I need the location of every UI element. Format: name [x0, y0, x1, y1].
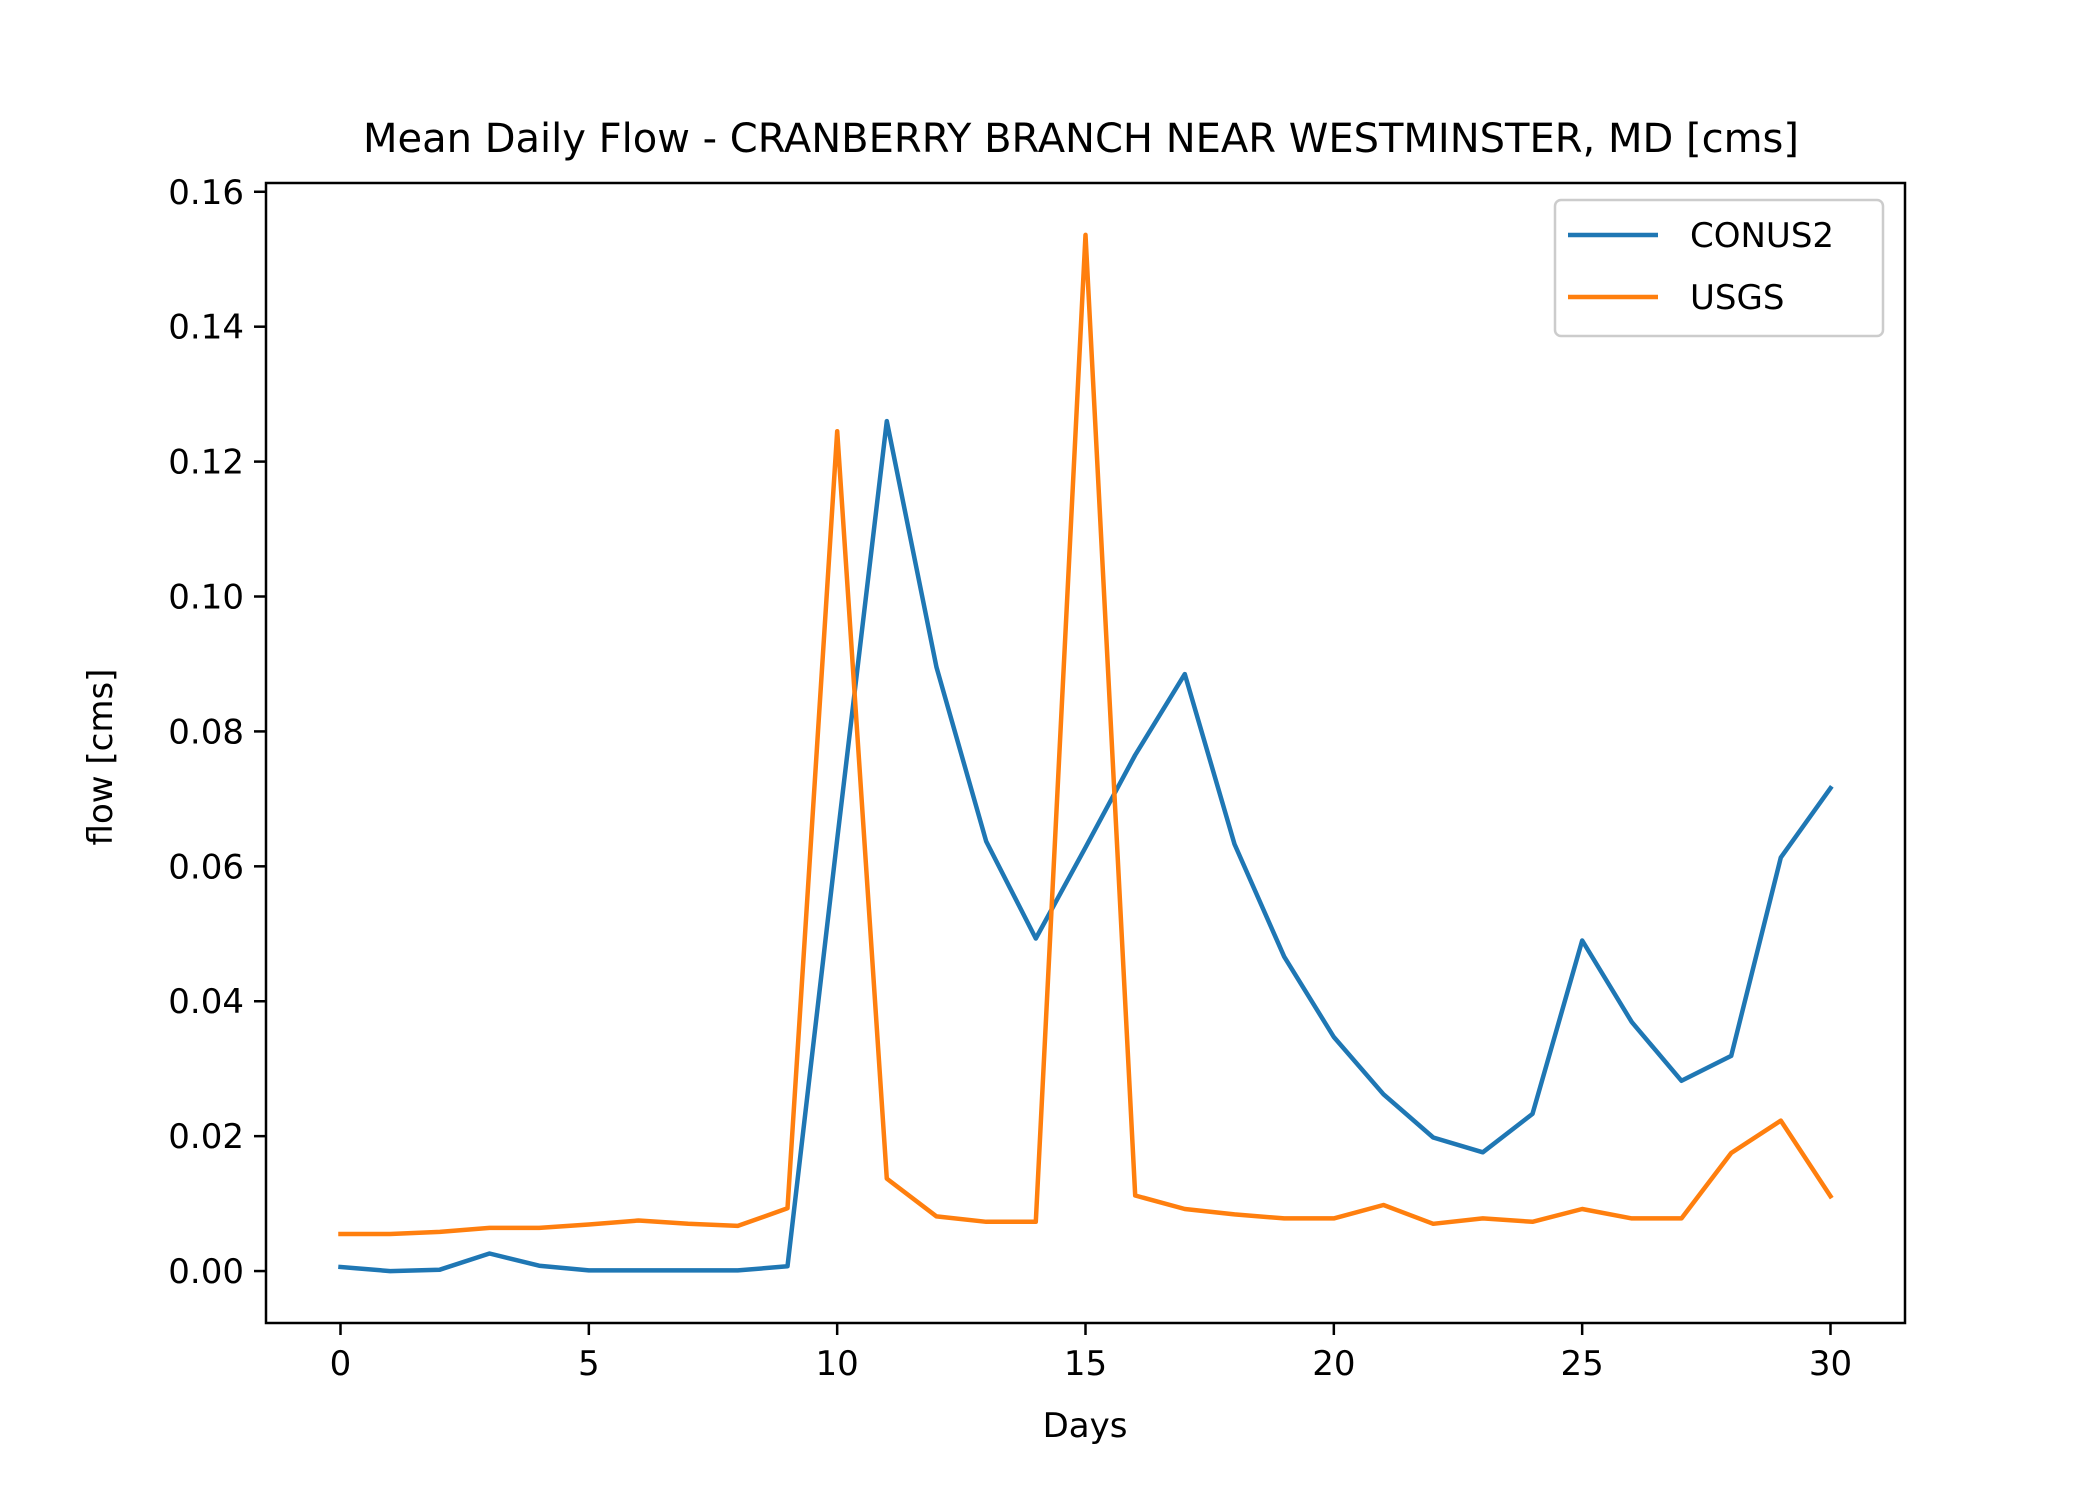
legend-label-conus2: CONUS2: [1690, 216, 1834, 256]
series-line-conus2: [338, 418, 1834, 1274]
x-tick-label: 25: [1561, 1344, 1604, 1384]
y-tick-label: 0.12: [168, 443, 244, 483]
series-lines: [338, 232, 1834, 1274]
y-tick-label: 0.00: [168, 1252, 244, 1292]
y-tick-label: 0.06: [168, 847, 244, 887]
x-tick-label: 10: [816, 1344, 859, 1384]
x-axis-label: Days: [1043, 1406, 1128, 1446]
x-tick-label: 30: [1809, 1344, 1852, 1384]
legend: CONUS2 USGS: [1553, 198, 1885, 338]
x-tick-label: 5: [578, 1344, 600, 1384]
y-tick-label: 0.02: [168, 1117, 244, 1157]
y-axis-ticks: 0.00 0.02 0.04 0.06 0.08 0.10 0.12 0.14 0.16: [168, 173, 266, 1292]
y-tick-label: 0.16: [168, 173, 244, 213]
series-line-usgs: [338, 232, 1834, 1237]
legend-label-usgs: USGS: [1690, 278, 1784, 318]
y-tick-label: 0.04: [168, 982, 244, 1022]
chart-title: Mean Daily Flow - CRANBERRY BRANCH NEAR …: [363, 116, 1799, 162]
y-tick-label: 0.14: [168, 308, 244, 348]
x-tick-label: 0: [330, 1344, 352, 1384]
y-tick-label: 0.08: [168, 712, 244, 752]
x-tick-label: 20: [1312, 1344, 1355, 1384]
x-axis-ticks: 0 5 10 15 20 25 30: [330, 1323, 1852, 1384]
x-tick-label: 15: [1064, 1344, 1107, 1384]
y-tick-label: 0.10: [168, 578, 244, 618]
y-axis-label: flow [cms]: [81, 669, 121, 846]
